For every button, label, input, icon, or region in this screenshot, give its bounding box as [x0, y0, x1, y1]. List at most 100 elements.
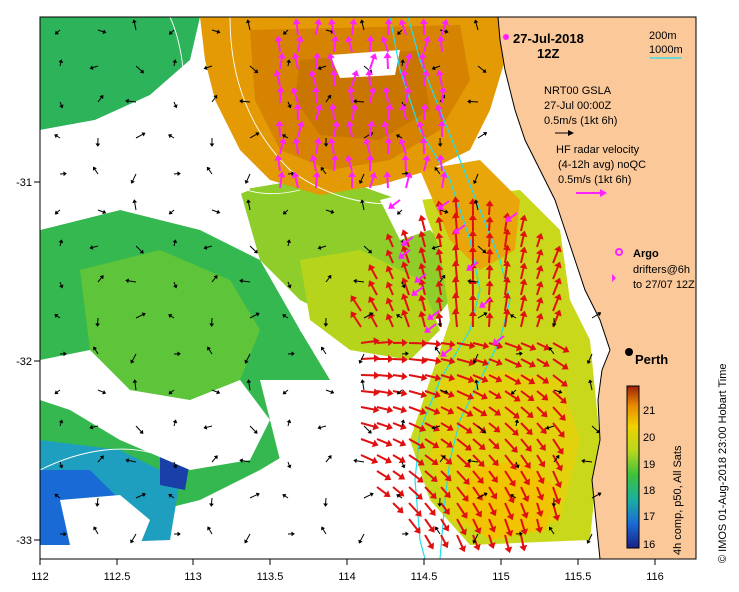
gsla-vector-head — [125, 458, 130, 463]
radar-vector — [472, 374, 485, 381]
drifter-vector — [405, 57, 410, 70]
gsla-vector — [206, 425, 213, 428]
radar-vector — [388, 237, 394, 248]
gsla-vector — [173, 422, 176, 427]
gsla-vector-head — [358, 359, 363, 364]
gsla-vector-head — [396, 314, 401, 319]
radar-vector — [424, 518, 433, 530]
colorbar-tick: 19 — [643, 459, 655, 471]
gsla-vector — [173, 61, 176, 67]
gsla-vector-head — [58, 59, 64, 64]
gsla-vector-head — [286, 239, 292, 244]
radar-vector — [520, 315, 525, 328]
radar-vector — [504, 297, 509, 312]
radar-vector-head — [529, 343, 537, 352]
gsla-vector — [170, 495, 175, 499]
drifter-vector-head — [492, 338, 500, 345]
radar-vector — [360, 454, 375, 462]
radar-vector — [376, 470, 388, 479]
drifter-vector-head — [436, 154, 445, 161]
gsla-vector-head — [441, 274, 446, 279]
drifter-vector — [440, 200, 450, 208]
radar-vector-head — [451, 244, 460, 251]
gsla-vector-head — [551, 503, 557, 507]
gsla-vector — [473, 533, 479, 542]
gsla-vector — [211, 209, 218, 213]
gsla-vector — [133, 22, 137, 31]
drifter-vector-head — [411, 289, 419, 296]
radar-vector-head — [561, 362, 569, 370]
drifter-vector-head — [437, 120, 446, 127]
gsla-vector — [206, 65, 213, 69]
drifters-line2: to 27/07 12Z — [633, 279, 695, 291]
gsla-vector-head — [89, 424, 94, 430]
radar-vector — [536, 237, 541, 248]
drifter-vector-head — [315, 103, 323, 111]
gsla-vector-head — [209, 143, 215, 147]
radar-vector-head — [469, 341, 476, 350]
radar-vector — [360, 340, 376, 344]
gsla-vector-head — [481, 429, 486, 434]
gsla-vector-head — [168, 134, 173, 139]
gsla-vector-head — [99, 455, 104, 460]
radar-vector-head — [490, 492, 498, 500]
gsla-vector — [512, 495, 517, 499]
gsla-vector — [92, 425, 99, 428]
drifter-vector-head — [427, 313, 435, 320]
radar-vector-head — [435, 216, 444, 223]
radar-vector — [520, 518, 526, 531]
radar-vector — [488, 534, 494, 545]
radar-vector — [376, 438, 389, 445]
drifter-vector — [402, 108, 407, 121]
radar-vector — [488, 220, 491, 232]
drifter-vector-head — [384, 18, 393, 25]
drifter-vector-head — [368, 86, 377, 94]
radar-vector — [440, 502, 448, 512]
drifter-vector-head — [419, 18, 428, 25]
radar-vector-head — [386, 405, 394, 414]
drifter-vector — [421, 56, 425, 70]
gsla-vector-head — [519, 351, 523, 356]
gsla-vector — [284, 315, 289, 319]
gsla-vector-head — [99, 94, 104, 100]
gsla-vector-head — [360, 199, 365, 204]
drifter-vector-head — [293, 103, 302, 110]
radar-vector — [376, 374, 390, 377]
radar-vector-head — [372, 422, 380, 431]
radar-vector — [472, 486, 481, 498]
gsla-vector — [477, 245, 485, 252]
radar-vector-head — [514, 377, 522, 385]
drifter-vector-head — [348, 171, 357, 178]
gsla-vector-head — [367, 429, 372, 434]
radar-vector — [440, 534, 447, 545]
gsla-vector-head — [89, 65, 94, 70]
radar-vector-head — [444, 474, 452, 482]
radar-vector-head — [428, 508, 436, 516]
gsla-vector — [134, 382, 137, 391]
radar-vector-head — [491, 475, 498, 483]
drifter-vector — [365, 142, 371, 155]
copyright-text: © IMOS 01-Aug-2018 23:00 Hobart Time — [717, 364, 729, 563]
city-dot-icon — [625, 348, 633, 356]
radar-vector-head — [467, 375, 475, 384]
radar-vector-head — [451, 276, 460, 283]
drifter-vector-head — [314, 18, 323, 25]
drifter-vector — [350, 90, 353, 104]
radar-vector-head — [495, 358, 503, 367]
radar-vector-head — [482, 358, 489, 367]
radar-vector — [504, 233, 509, 248]
gsla-vector-head — [472, 539, 477, 544]
radar-vector-head — [385, 439, 393, 448]
gsla-vector-head — [246, 199, 251, 204]
gsla-vector — [59, 422, 62, 427]
radar-vector — [552, 470, 560, 485]
drifter-vector — [439, 158, 443, 172]
gsla-vector-head — [473, 199, 479, 204]
gsla-vector-head — [203, 65, 208, 70]
radar-vector-head — [397, 489, 405, 497]
radar-vector — [504, 358, 519, 366]
gsla-vector-head — [213, 275, 218, 280]
gsla-vector — [553, 456, 559, 463]
gsla-vector — [211, 29, 218, 33]
gsla-vector-head — [444, 209, 449, 214]
